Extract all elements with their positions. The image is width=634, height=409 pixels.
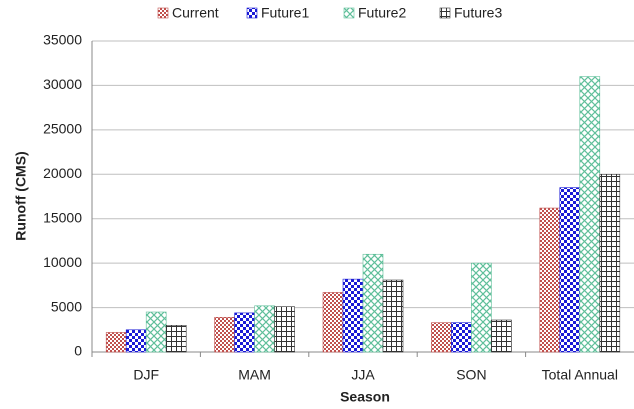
legend-swatch <box>157 7 169 19</box>
bar <box>322 292 344 353</box>
legend-swatch <box>343 7 355 19</box>
x-tick-label: SON <box>456 367 486 383</box>
x-tick-label: MAM <box>238 367 271 383</box>
legend-swatch <box>246 7 258 19</box>
bar <box>125 329 147 353</box>
bar <box>559 187 581 353</box>
legend-label: Future2 <box>358 5 406 21</box>
y-tick-label: 30000 <box>43 76 82 92</box>
x-tick-label: Total Annual <box>542 367 618 383</box>
y-tick-label: 20000 <box>43 165 82 181</box>
y-tick-label: 10000 <box>43 254 82 270</box>
y-tick-label: 5000 <box>51 298 82 314</box>
bar <box>431 322 452 353</box>
bar <box>214 317 235 353</box>
x-tick-label: DJF <box>133 367 159 383</box>
bar <box>491 319 512 353</box>
bar <box>254 305 275 353</box>
y-axis-label: Runoff (CMS) <box>13 151 29 240</box>
legend-swatch <box>439 7 451 19</box>
bar <box>539 207 561 353</box>
bar <box>234 312 255 353</box>
legend-label: Future3 <box>454 5 502 21</box>
legend-label: Future1 <box>261 5 309 21</box>
x-axis-label: Season <box>340 389 390 405</box>
bar <box>599 173 621 353</box>
bar <box>451 322 472 353</box>
legend-label: Current <box>172 5 219 21</box>
y-tick-label: 25000 <box>43 121 82 137</box>
bar <box>145 311 167 353</box>
bar <box>471 262 492 353</box>
y-tick-label: 15000 <box>43 209 82 225</box>
bar <box>342 278 364 353</box>
bar <box>165 325 187 353</box>
x-tick-label: JJA <box>351 367 375 383</box>
bar <box>579 76 601 353</box>
bar <box>382 279 404 353</box>
bar <box>274 306 295 353</box>
bar <box>362 253 384 353</box>
y-tick-label: 35000 <box>43 32 82 48</box>
bar <box>105 332 127 353</box>
y-tick-label: 0 <box>74 343 82 359</box>
